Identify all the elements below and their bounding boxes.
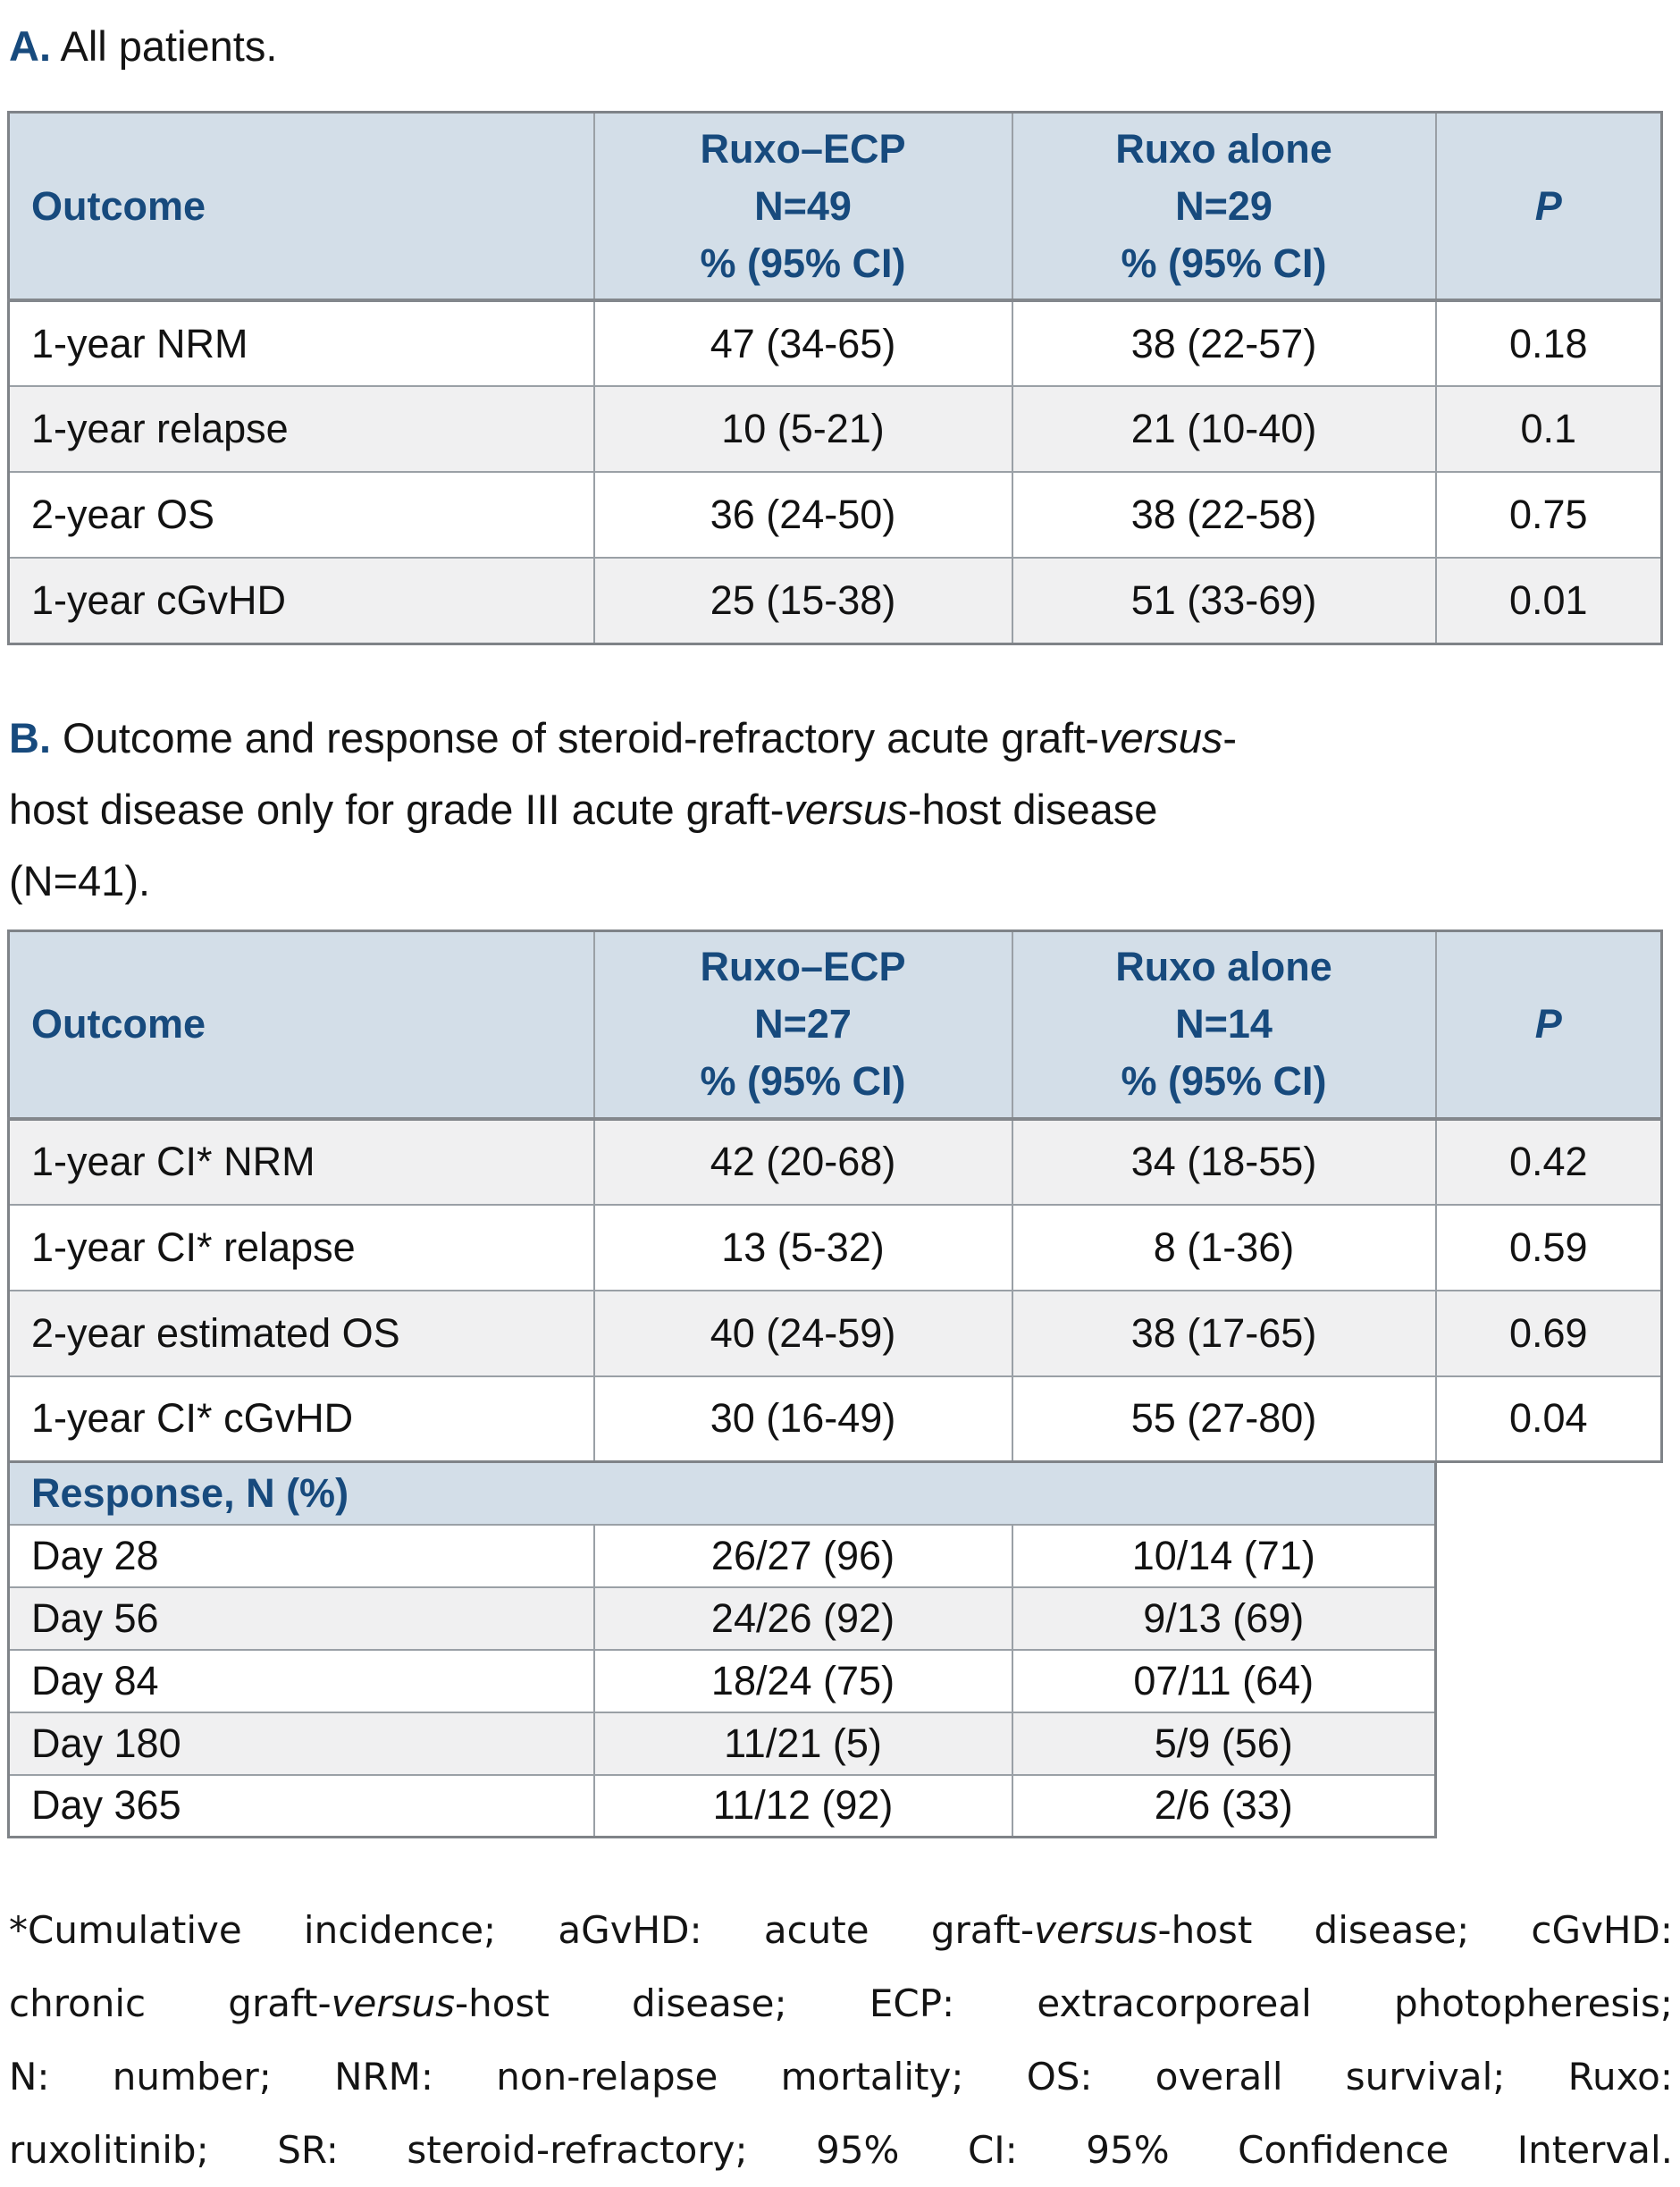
table-cell: 55 (27-80) [1011,1375,1437,1463]
table-cell: 2/6 (33) [1011,1773,1437,1838]
table-cell: 0.1 [1434,385,1663,473]
table-cell: 1-year CI* NRM [7,1117,595,1206]
table-row: 1-year CI* cGvHD 30 (16-49) 55 (27-80) 0… [7,1375,1663,1463]
table-row: Day 56 24/26 (92) 9/13 (69) [7,1586,1437,1651]
table-cell: Day 84 [7,1648,595,1713]
table-cell: 38 (22-57) [1011,299,1437,387]
header-outcome: Outcome [7,929,595,1121]
table-cell: 0.75 [1434,471,1663,559]
header-p-value: P [1434,929,1663,1121]
table-cell: 1-year CI* relapse [7,1203,595,1291]
table-cell: 0.59 [1434,1203,1663,1291]
table-cell: 11/21 (5) [592,1711,1013,1776]
table-cell: 0.01 [1434,557,1663,644]
table-cell: 42 (20-68) [592,1117,1013,1206]
header-outcome: Outcome [7,111,595,302]
header-ruxo-ecp: Ruxo–ECP N=27 % (95% CI) [592,929,1013,1121]
caption-line: B. Outcome and response of steroid-refra… [9,713,1238,761]
table-b-header: Outcome Ruxo–ECP N=27 % (95% CI) Ruxo al… [7,929,1663,1121]
header-ruxo-alone: Ruxo alone N=14 % (95% CI) [1011,929,1437,1121]
header-p-value: P [1434,111,1663,302]
footnote: *Cumulative incidence; aGvHD: acute graf… [9,1894,1673,2187]
header-ruxo-alone: Ruxo alone N=29 % (95% CI) [1011,111,1437,302]
table-cell: 10 (5-21) [592,385,1013,473]
footnote-line: N: number; NRM: non-relapse mortality; O… [9,2055,1673,2099]
table-cell: 40 (24-59) [592,1289,1013,1377]
table-cell: 2-year estimated OS [7,1289,595,1377]
table-cell: 8 (1-36) [1011,1203,1437,1291]
table-cell: 36 (24-50) [592,471,1013,559]
caption-panel-a: A. All patients. [9,22,278,70]
table-row: Day 365 11/12 (92) 2/6 (33) [7,1773,1437,1838]
response-header-row: Response, N (%) [7,1460,1437,1526]
response-table: Response, N (%) Day 28 26/27 (96) 10/14 … [7,1460,1438,1838]
table-cell: 24/26 (92) [592,1586,1013,1651]
table-row: 1-year NRM 47 (34-65) 38 (22-57) 0.18 [7,299,1663,387]
table-cell: 21 (10-40) [1011,385,1437,473]
table-cell: 07/11 (64) [1011,1648,1437,1713]
table-cell: 1-year CI* cGvHD [7,1375,595,1463]
caption-panel-b: B. Outcome and response of steroid-refra… [9,702,1673,917]
table-row: 2-year estimated OS 40 (24-59) 38 (17-65… [7,1289,1663,1377]
table-row: Day 28 26/27 (96) 10/14 (71) [7,1523,1437,1588]
table-a-header: Outcome Ruxo–ECP N=49 % (95% CI) Ruxo al… [7,111,1663,302]
table-cell: 1-year cGvHD [7,557,595,644]
table-cell: 0.04 [1434,1375,1663,1463]
table-cell: 18/24 (75) [592,1648,1013,1713]
table-cell: 0.42 [1434,1117,1663,1206]
table-cell: 0.69 [1434,1289,1663,1377]
caption-line: host disease only for grade III acute gr… [9,785,1158,833]
table-row: 2-year OS 36 (24-50) 38 (22-58) 0.75 [7,471,1663,559]
caption-line: (N=41). [9,856,151,904]
table-cell: 1-year NRM [7,299,595,387]
table-cell: 38 (22-58) [1011,471,1437,559]
table-row: 1-year CI* relapse 13 (5-32) 8 (1-36) 0.… [7,1203,1663,1291]
response-section-header: Response, N (%) [7,1460,1437,1526]
table-cell: 11/12 (92) [592,1773,1013,1838]
table-cell: Day 365 [7,1773,595,1838]
table-cell: 0.18 [1434,299,1663,387]
outcomes-table-grade-iii: Outcome Ruxo–ECP N=27 % (95% CI) Ruxo al… [7,929,1663,1463]
header-ruxo-ecp: Ruxo–ECP N=49 % (95% CI) [592,111,1013,302]
footnote-line: ruxolitinib; SR: steroid-refractory; 95%… [9,2128,1673,2172]
table-header-row: Outcome Ruxo–ECP N=49 % (95% CI) Ruxo al… [7,111,1663,302]
table-cell: 38 (17-65) [1011,1289,1437,1377]
table-row: 1-year relapse 10 (5-21) 21 (10-40) 0.1 [7,385,1663,473]
table-cell: 30 (16-49) [592,1375,1013,1463]
table-cell: 47 (34-65) [592,299,1013,387]
table-row: Day 84 18/24 (75) 07/11 (64) [7,1648,1437,1713]
table-cell: 26/27 (96) [592,1523,1013,1588]
table-cell: 9/13 (69) [1011,1586,1437,1651]
table-cell: Day 28 [7,1523,595,1588]
table-cell: Day 180 [7,1711,595,1776]
footnote-line: *Cumulative incidence; aGvHD: acute graf… [9,1908,1674,1952]
table-row: 1-year cGvHD 25 (15-38) 51 (33-69) 0.01 [7,557,1663,644]
table-cell: 5/9 (56) [1011,1711,1437,1776]
table-row: 1-year CI* NRM 42 (20-68) 34 (18-55) 0.4… [7,1117,1663,1206]
table-cell: 13 (5-32) [592,1203,1013,1291]
table-header-row: Outcome Ruxo–ECP N=27 % (95% CI) Ruxo al… [7,929,1663,1121]
table-cell: 34 (18-55) [1011,1117,1437,1206]
table-cell: 51 (33-69) [1011,557,1437,644]
table-row: Day 180 11/21 (5) 5/9 (56) [7,1711,1437,1776]
footnote-line: chronic graft-versus-host disease; ECP: … [9,1981,1673,2025]
outcomes-table-all-patients: Outcome Ruxo–ECP N=49 % (95% CI) Ruxo al… [7,111,1663,645]
table-cell: 2-year OS [7,471,595,559]
table-cell: Day 56 [7,1586,595,1651]
table-cell: 1-year relapse [7,385,595,473]
table-cell: 25 (15-38) [592,557,1013,644]
table-cell: 10/14 (71) [1011,1523,1437,1588]
